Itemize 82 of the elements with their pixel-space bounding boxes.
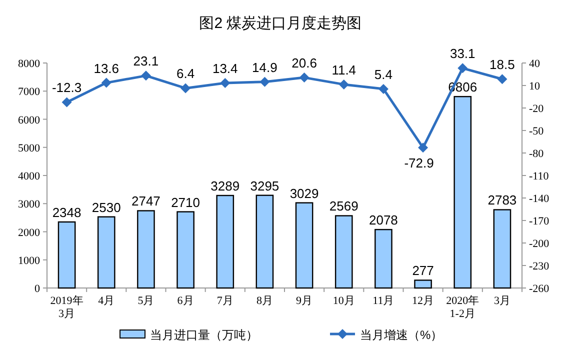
data-label: 2530: [92, 200, 121, 215]
bar: [334, 215, 353, 289]
data-label: 2569: [329, 198, 358, 214]
data-label: 5.4: [374, 66, 392, 82]
data-label: 3289: [210, 178, 240, 194]
y2-tick-label: -110: [529, 170, 550, 182]
y-tick-label: 1000: [18, 254, 40, 267]
data-label: 14.9: [252, 60, 278, 75]
y2-tick-label: 40: [529, 58, 540, 70]
x-tick-label: 4月: [98, 295, 115, 307]
y-tick-label: 7000: [18, 86, 40, 98]
point: [220, 78, 230, 88]
y2-tick-label: -80: [529, 148, 544, 160]
data-label: 20.6: [292, 56, 317, 71]
y2-tick-label: -200: [529, 238, 550, 250]
point: [180, 83, 191, 94]
data-label: 6.4: [176, 66, 195, 82]
bar: [374, 228, 392, 289]
data-label: 11.4: [332, 62, 356, 78]
point: [497, 74, 508, 84]
x-tick-label: 10月: [332, 295, 355, 307]
y-tick-label: 0: [34, 283, 40, 295]
data-label: 13.6: [94, 60, 120, 76]
y2-tick-label: -50: [529, 126, 544, 138]
data-label: 2710: [171, 194, 200, 210]
x-tick-label: 9月: [296, 295, 313, 307]
data-label: 2348: [52, 204, 82, 220]
point: [378, 84, 388, 94]
data-label: -72.9: [404, 156, 434, 171]
x-tick-label: 6月: [177, 295, 194, 307]
y2-tick-label: -170: [529, 216, 550, 228]
y2-tick-label: -140: [529, 193, 550, 205]
bar: [454, 96, 472, 289]
x-tick-label: 12月: [412, 295, 434, 307]
legend-label: 当月进口量（万吨）: [150, 328, 258, 342]
bar: [97, 216, 116, 289]
bar: [58, 221, 76, 289]
y-tick-label: 6000: [18, 114, 40, 126]
data-label: -12.3: [52, 80, 82, 96]
bar: [176, 211, 194, 289]
x-tick-label: 2019年 3月: [50, 295, 84, 320]
point: [338, 79, 349, 90]
data-label: 18.5: [490, 57, 515, 72]
bar: [216, 194, 234, 289]
point: [458, 63, 468, 74]
x-tick-label: 5月: [138, 295, 154, 307]
bar: [256, 194, 274, 289]
data-label: 2747: [131, 194, 160, 209]
y2-tick-label: 10: [529, 80, 540, 92]
y-tick-label: 8000: [18, 58, 40, 70]
point: [140, 70, 151, 81]
y-tick-label: 4000: [18, 170, 40, 182]
data-label: 277: [412, 263, 434, 278]
data-label: 3295: [250, 178, 280, 194]
x-tick-label: 2020年 1-2月: [446, 295, 480, 320]
data-label: 3029: [290, 186, 319, 201]
point: [299, 72, 310, 83]
chart-title: 图2 煤炭进口月度走势图: [199, 15, 362, 32]
data-label: 2078: [368, 212, 398, 228]
x-tick-label: 3月: [494, 295, 510, 307]
point: [260, 76, 270, 87]
x-tick-label: 8月: [256, 295, 273, 307]
legend-label: 当月增速（%）: [360, 328, 443, 342]
y2-tick-label: -230: [529, 260, 550, 272]
x-tick-label: 7月: [216, 295, 234, 307]
y2-tick-label: -260: [529, 283, 550, 295]
data-label: 23.1: [133, 54, 159, 69]
data-label: 33.1: [450, 46, 476, 62]
point: [418, 142, 428, 153]
bar: [414, 280, 432, 289]
point: [101, 78, 112, 88]
bar: [137, 210, 155, 289]
y2-tick-label: -20: [529, 103, 544, 115]
x-tick-label: 11月: [372, 295, 394, 307]
data-label: 2783: [488, 192, 517, 208]
y-tick-label: 3000: [18, 198, 40, 211]
bar: [295, 202, 314, 289]
bar: [493, 209, 512, 289]
data-label: 13.4: [212, 60, 238, 76]
y-tick-label: 5000: [18, 142, 40, 154]
point: [62, 97, 72, 108]
y-tick-label: 2000: [18, 226, 40, 239]
